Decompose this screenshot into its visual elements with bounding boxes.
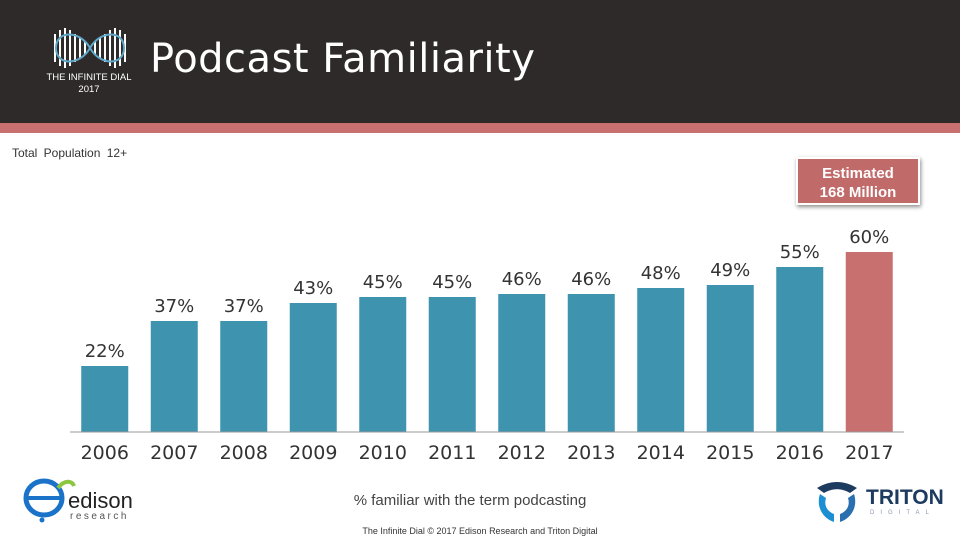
tick-label-2009: 2009 [289,442,337,464]
chart-caption: % familiar with the term podcasting [353,492,587,509]
tick-label-2014: 2014 [637,442,685,464]
tick-label-2012: 2012 [498,442,546,464]
edison-wordmark: edison [68,488,133,513]
value-label-2013: 46% [571,269,611,290]
bar-2009 [289,303,337,432]
bar-2012 [498,294,546,432]
bar-2011 [428,297,476,432]
value-label-2011: 45% [432,272,472,293]
triton-subtitle: DIGITAL [870,510,935,516]
tick-label-2013: 2013 [567,442,615,464]
bar-2014 [637,288,685,432]
page-title: Podcast Familiarity [150,36,536,82]
bar-2017 [845,252,893,432]
edison-logo-icon [23,478,76,523]
tick-label-2015: 2015 [706,442,754,464]
value-label-2008: 37% [224,296,264,317]
value-label-2006: 22% [85,341,125,362]
tick-label-2007: 2007 [150,442,198,464]
logo-caption: THE INFINITE DIAL 2017 [40,72,138,96]
value-label-2014: 48% [641,263,681,284]
infinite-dial-logo [54,28,126,68]
tick-label-2006: 2006 [81,442,129,464]
bar-2010 [359,297,407,432]
bar-2006 [81,366,129,432]
bar-2007 [150,321,198,432]
tick-label-2008: 2008 [220,442,268,464]
value-label-2007: 37% [154,296,194,317]
value-label-2017: 60% [849,227,889,248]
estimate-line1: Estimated [822,165,894,182]
triton-wordmark: TRITON [866,486,944,509]
accent-bar [0,123,960,133]
estimate-callout: Estimated 168 Million [796,157,920,205]
footer-credit: The Infinite Dial © 2017 Edison Research… [362,526,598,536]
tick-label-2016: 2016 [776,442,824,464]
estimate-line2: 168 Million [819,184,897,201]
value-label-2016: 55% [780,242,820,263]
value-label-2010: 45% [363,272,403,293]
population-label: Total Population 12+ [12,146,128,160]
bar-2013 [567,294,615,432]
header-band [0,0,960,123]
tick-label-2010: 2010 [359,442,407,464]
bar-2016 [776,267,824,432]
value-label-2009: 43% [293,278,333,299]
bar-2008 [220,321,268,432]
triton-logo-icon [817,482,857,522]
edison-subtitle: research [70,511,129,522]
tick-label-2011: 2011 [428,442,476,464]
tick-label-2017: 2017 [845,442,893,464]
logo-line2: 2017 [78,84,100,95]
value-label-2015: 49% [710,260,750,281]
bar-2015 [706,285,754,432]
logo-line1: THE INFINITE DIAL [46,72,132,83]
value-label-2012: 46% [502,269,542,290]
